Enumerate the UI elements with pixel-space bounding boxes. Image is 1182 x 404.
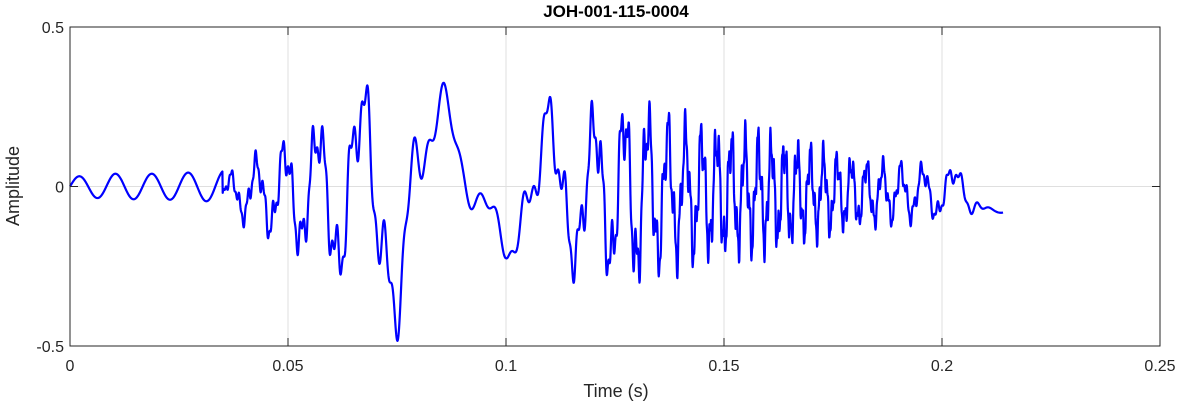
waveform-line [69, 81, 1004, 342]
x-tick-label: 0.1 [495, 358, 517, 375]
x-tick-label: 0.15 [708, 358, 739, 375]
x-tick-label: 0.25 [1144, 358, 1175, 375]
y-tick-label: 0 [55, 180, 64, 197]
x-tick-label: 0.2 [931, 358, 953, 375]
y-axis-label: Amplitude [3, 146, 23, 226]
y-tick-label: -0.5 [36, 339, 64, 356]
y-axis-ticks: -0.5 0 0.5 [36, 20, 1160, 356]
x-tick-label: 0.05 [272, 358, 303, 375]
chart-title: JOH-001-115-0004 [543, 2, 689, 21]
x-axis-label: Time (s) [583, 381, 648, 401]
x-axis-ticks: 0 0.05 0.1 0.15 0.2 0.25 [66, 27, 1176, 375]
plot-area [69, 81, 1004, 342]
y-tick-label: 0.5 [42, 20, 64, 37]
x-tick-label: 0 [66, 358, 75, 375]
